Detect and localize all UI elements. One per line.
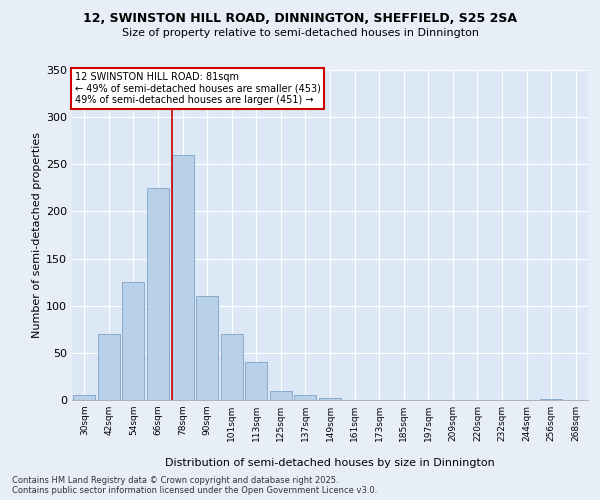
- Bar: [221, 334, 243, 400]
- Bar: [98, 334, 120, 400]
- Text: 12 SWINSTON HILL ROAD: 81sqm
← 49% of semi-detached houses are smaller (453)
49%: 12 SWINSTON HILL ROAD: 81sqm ← 49% of se…: [74, 72, 320, 105]
- Text: Contains public sector information licensed under the Open Government Licence v3: Contains public sector information licen…: [12, 486, 377, 495]
- Bar: [319, 398, 341, 400]
- Bar: [540, 399, 562, 400]
- Y-axis label: Number of semi-detached properties: Number of semi-detached properties: [32, 132, 42, 338]
- Text: Distribution of semi-detached houses by size in Dinnington: Distribution of semi-detached houses by …: [165, 458, 495, 468]
- Bar: [122, 282, 145, 400]
- Bar: [245, 362, 268, 400]
- Bar: [73, 396, 95, 400]
- Text: Size of property relative to semi-detached houses in Dinnington: Size of property relative to semi-detach…: [121, 28, 479, 38]
- Text: 12, SWINSTON HILL ROAD, DINNINGTON, SHEFFIELD, S25 2SA: 12, SWINSTON HILL ROAD, DINNINGTON, SHEF…: [83, 12, 517, 26]
- Text: Contains HM Land Registry data © Crown copyright and database right 2025.: Contains HM Land Registry data © Crown c…: [12, 476, 338, 485]
- Bar: [172, 155, 194, 400]
- Bar: [295, 396, 316, 400]
- Bar: [196, 296, 218, 400]
- Bar: [270, 390, 292, 400]
- Bar: [147, 188, 169, 400]
